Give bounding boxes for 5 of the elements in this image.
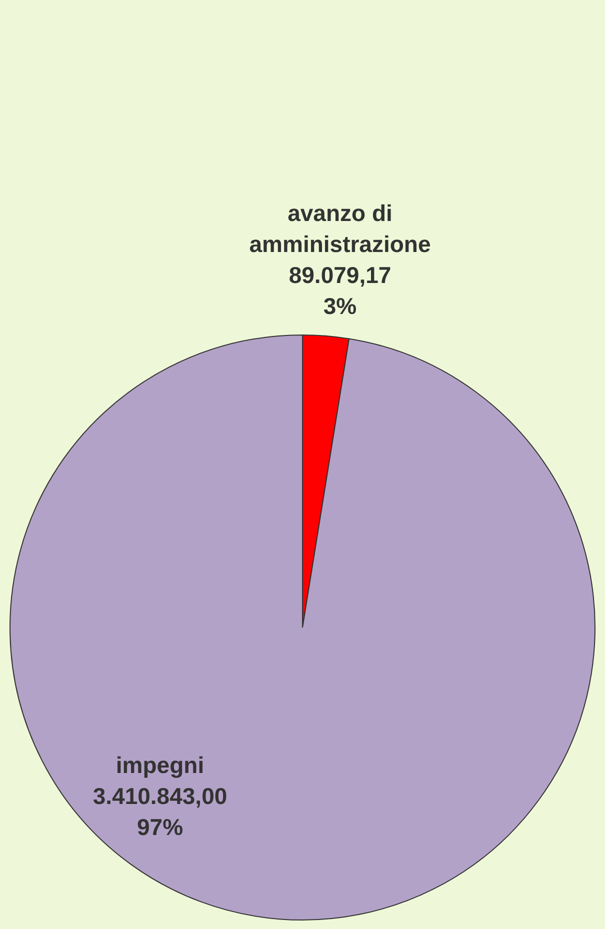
data-label: 89.079,17 3%	[288, 262, 392, 319]
data-label: 3.410.843,00 97%	[92, 783, 228, 840]
slice-label: avanzo di amministrazione	[249, 200, 431, 257]
pie-slice	[10, 334, 596, 920]
slice-label: impegni	[116, 752, 204, 778]
